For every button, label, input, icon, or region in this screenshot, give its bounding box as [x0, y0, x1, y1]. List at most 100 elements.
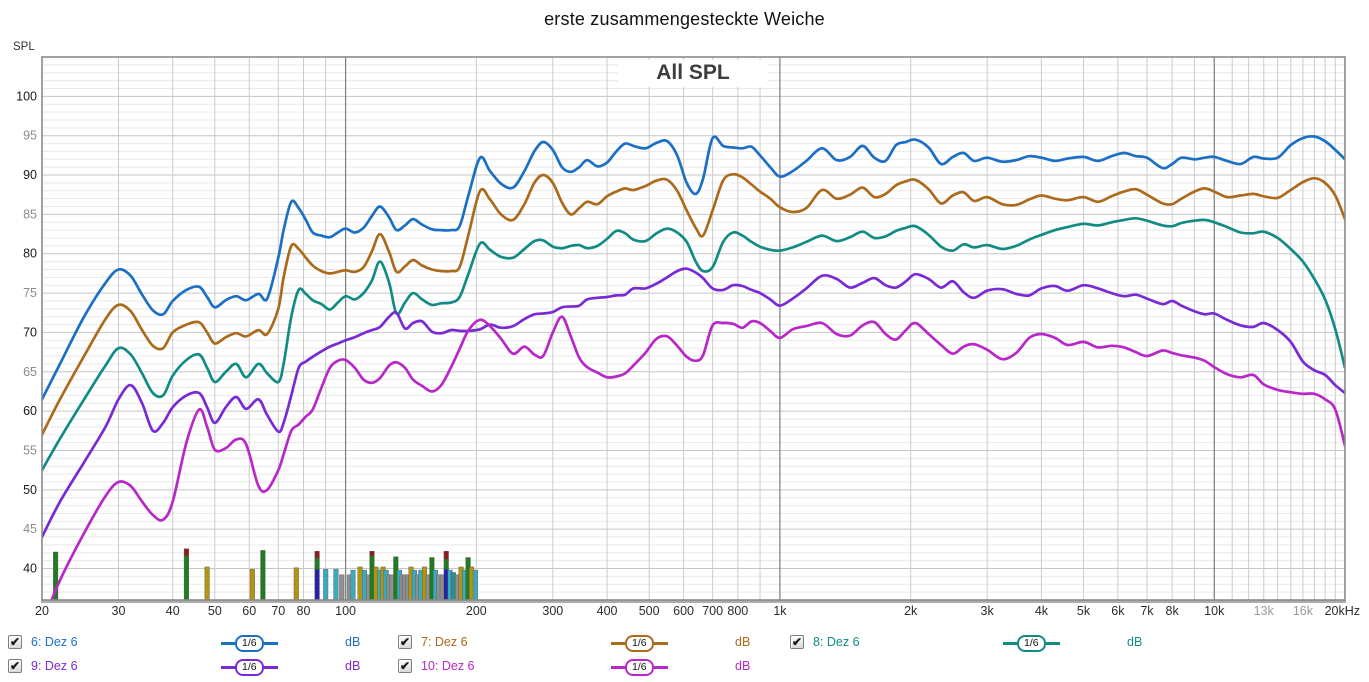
trace-checkbox[interactable]: ✔ [8, 659, 22, 673]
x-tick-100: 100 [335, 604, 356, 618]
y-tick-75: 75 [23, 286, 37, 300]
x-tick-500: 500 [639, 604, 660, 618]
x-tick-4k: 4k [1035, 604, 1049, 618]
trace-line-icon [1045, 642, 1060, 645]
x-tick-20: 20 [35, 604, 49, 618]
smoothing-button[interactable]: 1/6 [611, 659, 668, 676]
trace-name[interactable]: 8: Dez 6 [813, 635, 860, 649]
checkmark-icon: ✔ [399, 659, 411, 673]
legend-item-trace-8: ✔ 8: Dez 6 1/6 dB [790, 633, 1176, 655]
smoothing-button[interactable]: 1/6 [1003, 635, 1060, 652]
harmonic-bar [443, 558, 449, 570]
y-tick-55: 55 [23, 443, 37, 457]
plot-background [42, 57, 1345, 600]
harmonic-bar [339, 574, 345, 600]
trace-line-icon [263, 642, 278, 645]
harmonic-bar [314, 569, 320, 600]
legend-item-trace-9: ✔ 9: Dez 6 1/6 dB [8, 657, 394, 679]
x-tick-700: 700 [702, 604, 723, 618]
y-tick-95: 95 [23, 129, 37, 143]
legend-item-trace-10: ✔ 10: Dez 6 1/6 dB [398, 657, 784, 679]
x-tick-600: 600 [673, 604, 694, 618]
smoothing-value: 1/6 [235, 659, 264, 676]
x-tick-10k: 10k [1204, 604, 1225, 618]
checkmark-icon: ✔ [9, 635, 21, 649]
y-tick-50: 50 [23, 483, 37, 497]
spl-trace-8 [42, 216, 1345, 472]
y-tick-100: 100 [16, 89, 37, 103]
harmonic-bar [450, 572, 456, 600]
smoothing-button[interactable]: 1/6 [221, 635, 278, 652]
trace-line-icon [653, 642, 668, 645]
spl-trace-9 [42, 267, 1345, 539]
bars-layer [53, 548, 478, 600]
x-tick-200: 200 [466, 604, 487, 618]
trace-name[interactable]: 10: Dez 6 [421, 659, 475, 673]
y-tick-70: 70 [23, 325, 37, 339]
page-title: erste zusammengesteckte Weiche [544, 9, 825, 29]
legend-item-trace-6: ✔ 6: Dez 6 1/6 dB [8, 633, 394, 655]
trace-name[interactable]: 7: Dez 6 [421, 635, 468, 649]
smoothing-button[interactable]: 1/6 [221, 659, 278, 676]
y-tick-90: 90 [23, 168, 37, 182]
x-tick-800: 800 [727, 604, 748, 618]
harmonic-bar [314, 551, 320, 559]
harmonic-bar [260, 550, 266, 600]
y-tick-45: 45 [23, 522, 37, 536]
y-tick-85: 85 [23, 207, 37, 221]
trace-line-icon [263, 666, 278, 669]
trace-line-icon [221, 666, 235, 669]
trace-name[interactable]: 6: Dez 6 [31, 635, 78, 649]
x-tick-labels: 20 30 40 50 60 70 80 100 200 300 400 500 600 700 800 1k… [35, 604, 1360, 618]
trace-name[interactable]: 9: Dez 6 [31, 659, 78, 673]
x-tick-30: 30 [112, 604, 126, 618]
harmonic-bar [369, 551, 375, 557]
trace-unit: dB [345, 635, 361, 649]
x-tick-70: 70 [271, 604, 285, 618]
harmonic-bar [350, 569, 356, 600]
x-tick-6k: 6k [1111, 604, 1125, 618]
trace-unit: dB [735, 659, 751, 673]
smoothing-value: 1/6 [235, 635, 264, 652]
y-tick-65: 65 [23, 365, 37, 379]
x-tick-80: 80 [297, 604, 311, 618]
x-tick-7k: 7k [1140, 604, 1154, 618]
harmonic-bar [357, 566, 363, 600]
legend-item-trace-7: ✔ 7: Dez 6 1/6 dB [398, 633, 784, 655]
trace-checkbox[interactable]: ✔ [8, 635, 22, 649]
spl-trace-6 [42, 134, 1345, 401]
harmonic-bar [323, 569, 329, 600]
grid-vertical [117, 57, 1336, 600]
checkmark-icon: ✔ [399, 635, 411, 649]
y-tick-labels: 100 95 90 85 80 75 70 65 60 55 50 45 40 [16, 89, 37, 575]
x-tick-5k: 5k [1077, 604, 1091, 618]
trace-line-icon [1003, 642, 1017, 645]
x-tick-20kHz: 20kHz [1325, 604, 1360, 618]
harmonic-bar [293, 567, 299, 600]
plot-frame [41, 56, 1346, 603]
trace-unit: dB [345, 659, 361, 673]
trace-checkbox[interactable]: ✔ [398, 635, 412, 649]
harmonic-bar [183, 548, 189, 557]
graph-title: All SPL [618, 60, 768, 87]
smoothing-button[interactable]: 1/6 [611, 635, 668, 652]
trace-checkbox[interactable]: ✔ [398, 659, 412, 673]
trace-checkbox[interactable]: ✔ [790, 635, 804, 649]
x-tick-40: 40 [166, 604, 180, 618]
trace-line-icon [611, 666, 625, 669]
checkmark-icon: ✔ [9, 659, 21, 673]
x-tick-2k: 2k [904, 604, 918, 618]
spl-trace-10 [50, 315, 1345, 600]
x-tick-60: 60 [242, 604, 256, 618]
trace-line-icon [611, 642, 625, 645]
x-tick-1k: 1k [773, 604, 787, 618]
x-tick-13k: 13k [1254, 604, 1275, 618]
grid-horizontal [42, 64, 1345, 601]
x-tick-3k: 3k [981, 604, 995, 618]
trace-line-icon [653, 666, 668, 669]
harmonic-bar [183, 555, 189, 600]
x-tick-16k: 16k [1293, 604, 1314, 618]
trace-curves [42, 134, 1345, 600]
